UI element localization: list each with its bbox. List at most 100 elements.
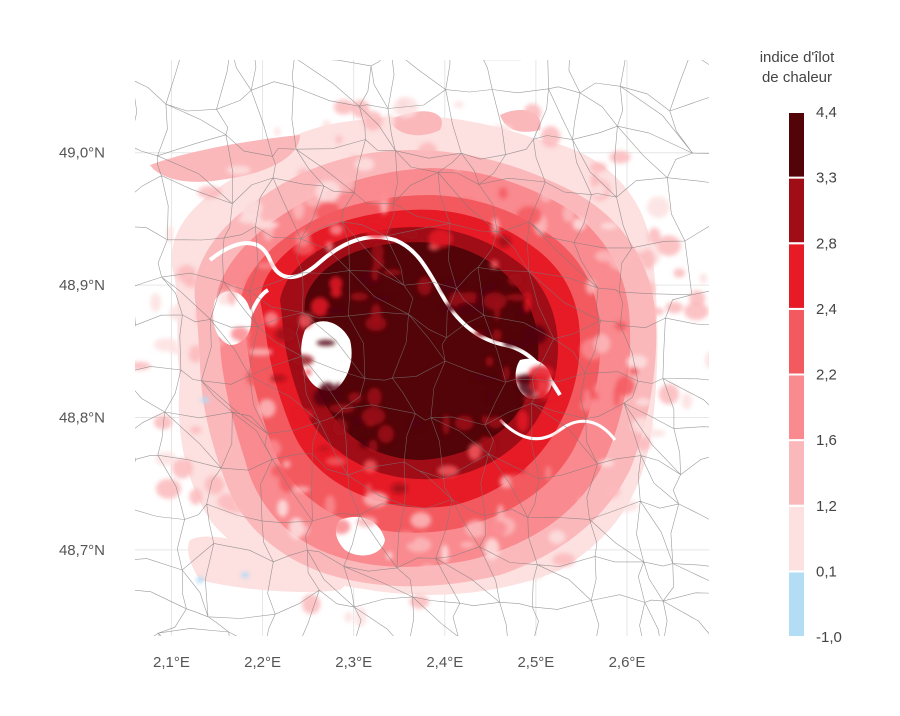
heat-speckle bbox=[364, 419, 376, 427]
colorbar-tick-label: 4,4 bbox=[816, 104, 837, 121]
heat-speckle bbox=[204, 475, 225, 495]
heat-speckle bbox=[498, 187, 508, 199]
heat-speckle bbox=[304, 368, 312, 376]
heat-speckle bbox=[296, 168, 311, 187]
heat-speckle bbox=[155, 451, 176, 466]
heat-speckle bbox=[166, 225, 174, 244]
heat-speckle bbox=[274, 327, 297, 342]
heat-speckle bbox=[522, 324, 548, 345]
heat-speckle bbox=[483, 519, 508, 537]
heat-speckle bbox=[226, 165, 251, 175]
colorbar-tick-labels: 4,4 3,3 2,8 2,4 2,2 1,6 1,2 0,1 -1,0 bbox=[816, 104, 842, 646]
heat-speckle bbox=[506, 293, 529, 301]
lon-tick-label: 2,2°E bbox=[244, 654, 281, 671]
heat-speckle bbox=[190, 426, 202, 434]
heat-speckle bbox=[270, 375, 287, 382]
heat-speckle bbox=[363, 491, 389, 507]
heat-speckle bbox=[197, 185, 222, 199]
heat-speckle bbox=[441, 544, 449, 564]
legend-title-line2: de chaleur bbox=[762, 69, 832, 86]
heat-speckle bbox=[371, 242, 384, 263]
heat-speckle bbox=[292, 199, 305, 220]
heat-speckle bbox=[321, 119, 332, 141]
heat-speckle bbox=[329, 224, 343, 236]
heat-speckle bbox=[468, 443, 482, 461]
heat-speckle bbox=[454, 415, 474, 431]
heat-speckle bbox=[454, 200, 475, 209]
heat-speckle bbox=[437, 465, 459, 477]
heat-speckle bbox=[325, 305, 347, 315]
heat-speckle bbox=[329, 276, 343, 291]
colorbar-bin bbox=[787, 242, 806, 310]
heat-speckle bbox=[316, 339, 336, 346]
heat-speckle bbox=[410, 512, 432, 529]
heat-speckle bbox=[420, 564, 435, 575]
lon-tick-label: 2,1°E bbox=[153, 654, 190, 671]
heat-speckle bbox=[473, 374, 497, 382]
heat-speckle bbox=[626, 354, 648, 369]
heat-speckle bbox=[454, 101, 464, 108]
heat-speckle bbox=[330, 288, 342, 298]
heat-speckle bbox=[594, 250, 615, 262]
heat-speckle bbox=[169, 304, 192, 322]
heat-speckle bbox=[593, 333, 611, 354]
heat-speckle bbox=[497, 504, 504, 523]
heat-speckle bbox=[507, 273, 523, 286]
heat-speckle bbox=[367, 184, 392, 194]
heat-speckle bbox=[548, 530, 566, 544]
colorbar-bins bbox=[787, 111, 806, 639]
heat-speckle bbox=[352, 414, 363, 427]
heat-speckle bbox=[258, 399, 276, 418]
heat-speckle bbox=[455, 302, 479, 316]
heat-speckle bbox=[257, 262, 275, 269]
heat-speckle bbox=[155, 478, 182, 499]
heat-speckle bbox=[583, 389, 590, 403]
heat-speckle bbox=[371, 303, 382, 326]
colorbar-tick-label: 1,6 bbox=[816, 432, 837, 449]
heat-speckle bbox=[335, 382, 342, 403]
heat-speckle bbox=[288, 517, 304, 540]
colorbar-tick-label: 0,1 bbox=[816, 563, 837, 580]
heat-speckle bbox=[503, 365, 510, 382]
heat-speckle bbox=[418, 142, 437, 160]
bois-de-boulogne bbox=[301, 321, 352, 391]
heat-speckle bbox=[635, 398, 651, 406]
cool-spot bbox=[196, 577, 204, 583]
heat-speckle bbox=[636, 436, 651, 451]
heat-speckle bbox=[613, 385, 620, 407]
heat-speckle bbox=[616, 376, 635, 396]
colorbar-tick-label: 1,2 bbox=[816, 498, 837, 515]
heat-speckle bbox=[460, 541, 475, 548]
heat-speckle bbox=[487, 416, 504, 429]
heat-speckle bbox=[364, 220, 390, 239]
colorbar-tick-label: 2,4 bbox=[816, 301, 837, 318]
heat-speckle bbox=[597, 381, 611, 401]
colorbar-bin bbox=[787, 111, 806, 179]
plot-area[interactable] bbox=[109, 35, 780, 710]
heat-speckle bbox=[545, 465, 552, 481]
cool-spot bbox=[201, 397, 209, 403]
heat-speckle bbox=[665, 301, 683, 314]
heat-speckle bbox=[348, 392, 362, 404]
heat-speckle bbox=[254, 221, 279, 229]
heat-speckle bbox=[585, 278, 597, 295]
heat-speckle bbox=[324, 495, 336, 516]
heat-speckle bbox=[503, 338, 517, 348]
heat-speckle bbox=[295, 230, 311, 247]
heat-speckle bbox=[497, 235, 511, 248]
heat-speckle bbox=[293, 409, 314, 420]
heat-speckle bbox=[523, 103, 542, 123]
heat-speckle bbox=[153, 338, 179, 352]
heat-speckle bbox=[718, 373, 737, 386]
heat-speckle bbox=[492, 329, 502, 342]
heat-speckle bbox=[658, 383, 680, 405]
heat-speckle bbox=[383, 113, 395, 129]
heat-speckle bbox=[367, 387, 382, 407]
heat-speckle bbox=[455, 163, 462, 172]
heat-speckle bbox=[299, 313, 313, 329]
heat-speckle bbox=[391, 483, 408, 494]
colorbar-tick-label: 3,3 bbox=[816, 170, 837, 187]
heat-speckle bbox=[217, 493, 238, 510]
heat-speckle bbox=[404, 229, 419, 240]
